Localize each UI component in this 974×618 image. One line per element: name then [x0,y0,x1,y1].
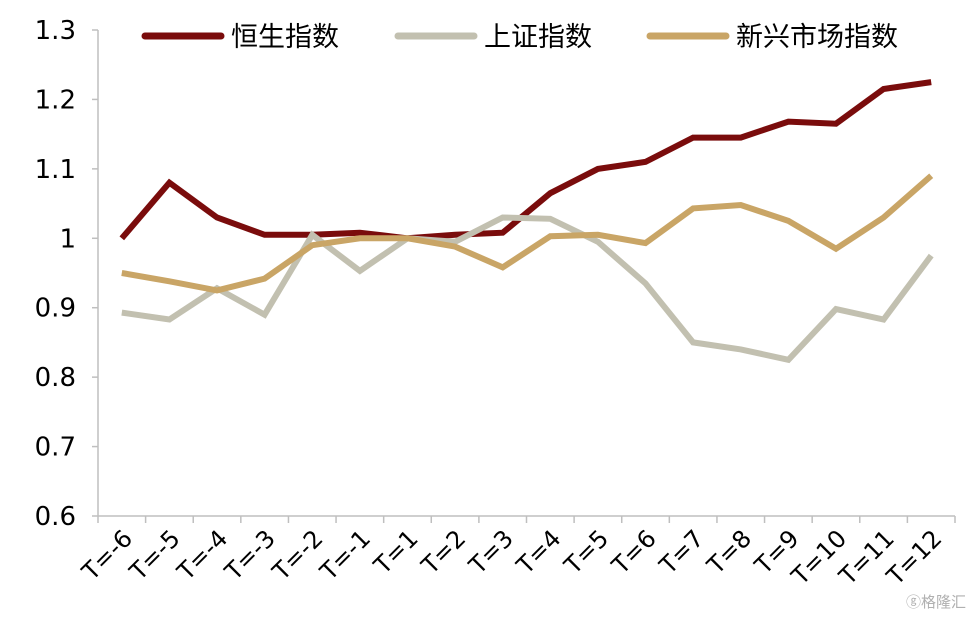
x-tick-label: T=8 [701,524,757,580]
y-tick-label: 0.6 [35,502,76,532]
legend: 恒生指数 上证指数 新兴市场指数 [141,22,898,53]
x-tick-label: T=11 [833,524,900,591]
x-tick-label: T=1 [368,524,424,580]
x-axis: T=-6T=-5T=-4T=-3T=-2T=-1T=1T=2T=3T=4T=5T… [76,515,956,591]
legend-label: 恒生指数 [231,22,339,53]
y-tick-label: 0.8 [35,363,76,393]
y-tick-label: 0.9 [35,294,76,324]
x-tick-label: T=10 [786,524,853,591]
legend-label: 新兴市场指数 [736,22,898,53]
y-tick-label: 1.1 [35,155,76,185]
x-tick-label: T=3 [463,524,519,580]
x-tick-label: T=-6 [76,524,138,586]
series-line-3 [121,173,934,294]
x-tick-label: T=-2 [266,524,328,586]
x-tick-label: T=4 [511,524,567,580]
x-tick-label: T=-3 [219,524,281,586]
series-line-1 [119,79,932,242]
x-tick-label: T=2 [415,524,471,580]
x-tick-label: T=7 [653,524,709,580]
x-tick-label: T=-1 [314,524,376,586]
x-tick-label: T=-4 [171,524,233,586]
legend-label: 上证指数 [484,22,592,53]
y-tick-label: 0.7 [35,433,76,463]
y-tick-label: 1.2 [35,85,76,115]
y-axis: 0.6 0.7 0.8 0.9 1 1.1 1.2 1.3 [35,16,99,532]
y-tick-label: 1.3 [35,16,76,46]
watermark-logo: ⓖ格隆汇 [905,593,966,611]
series-line-2 [121,214,934,364]
y-tick-label: 1 [59,224,76,254]
x-tick-label: T=12 [881,524,948,591]
x-tick-label: T=6 [606,524,662,580]
x-tick-label: T=-5 [124,524,186,586]
x-tick-label: T=5 [558,524,614,580]
series-layer [119,79,934,364]
